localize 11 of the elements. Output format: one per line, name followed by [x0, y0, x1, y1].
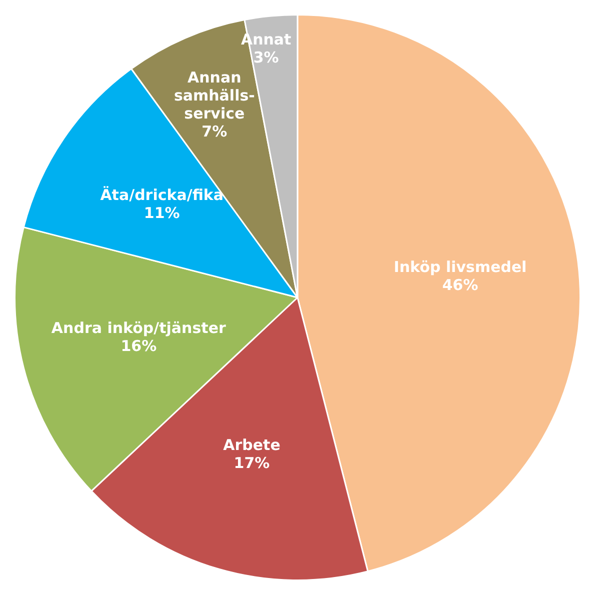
- slice-label: Inköp livsmedel: [394, 258, 527, 276]
- data-label: 46%: [442, 276, 478, 294]
- slice-label: Äta/dricka/fika: [100, 186, 224, 204]
- data-label: 3%: [253, 48, 279, 67]
- slice-label: Andra inköp/tjänster: [51, 319, 226, 338]
- slice-label: Arbete: [223, 436, 280, 454]
- slice-label: Annan samhälls-service: [174, 68, 255, 122]
- data-label: 16%: [120, 337, 157, 356]
- data-label: 17%: [234, 454, 270, 472]
- data-label: 7%: [202, 122, 228, 140]
- data-label: 11%: [144, 204, 180, 222]
